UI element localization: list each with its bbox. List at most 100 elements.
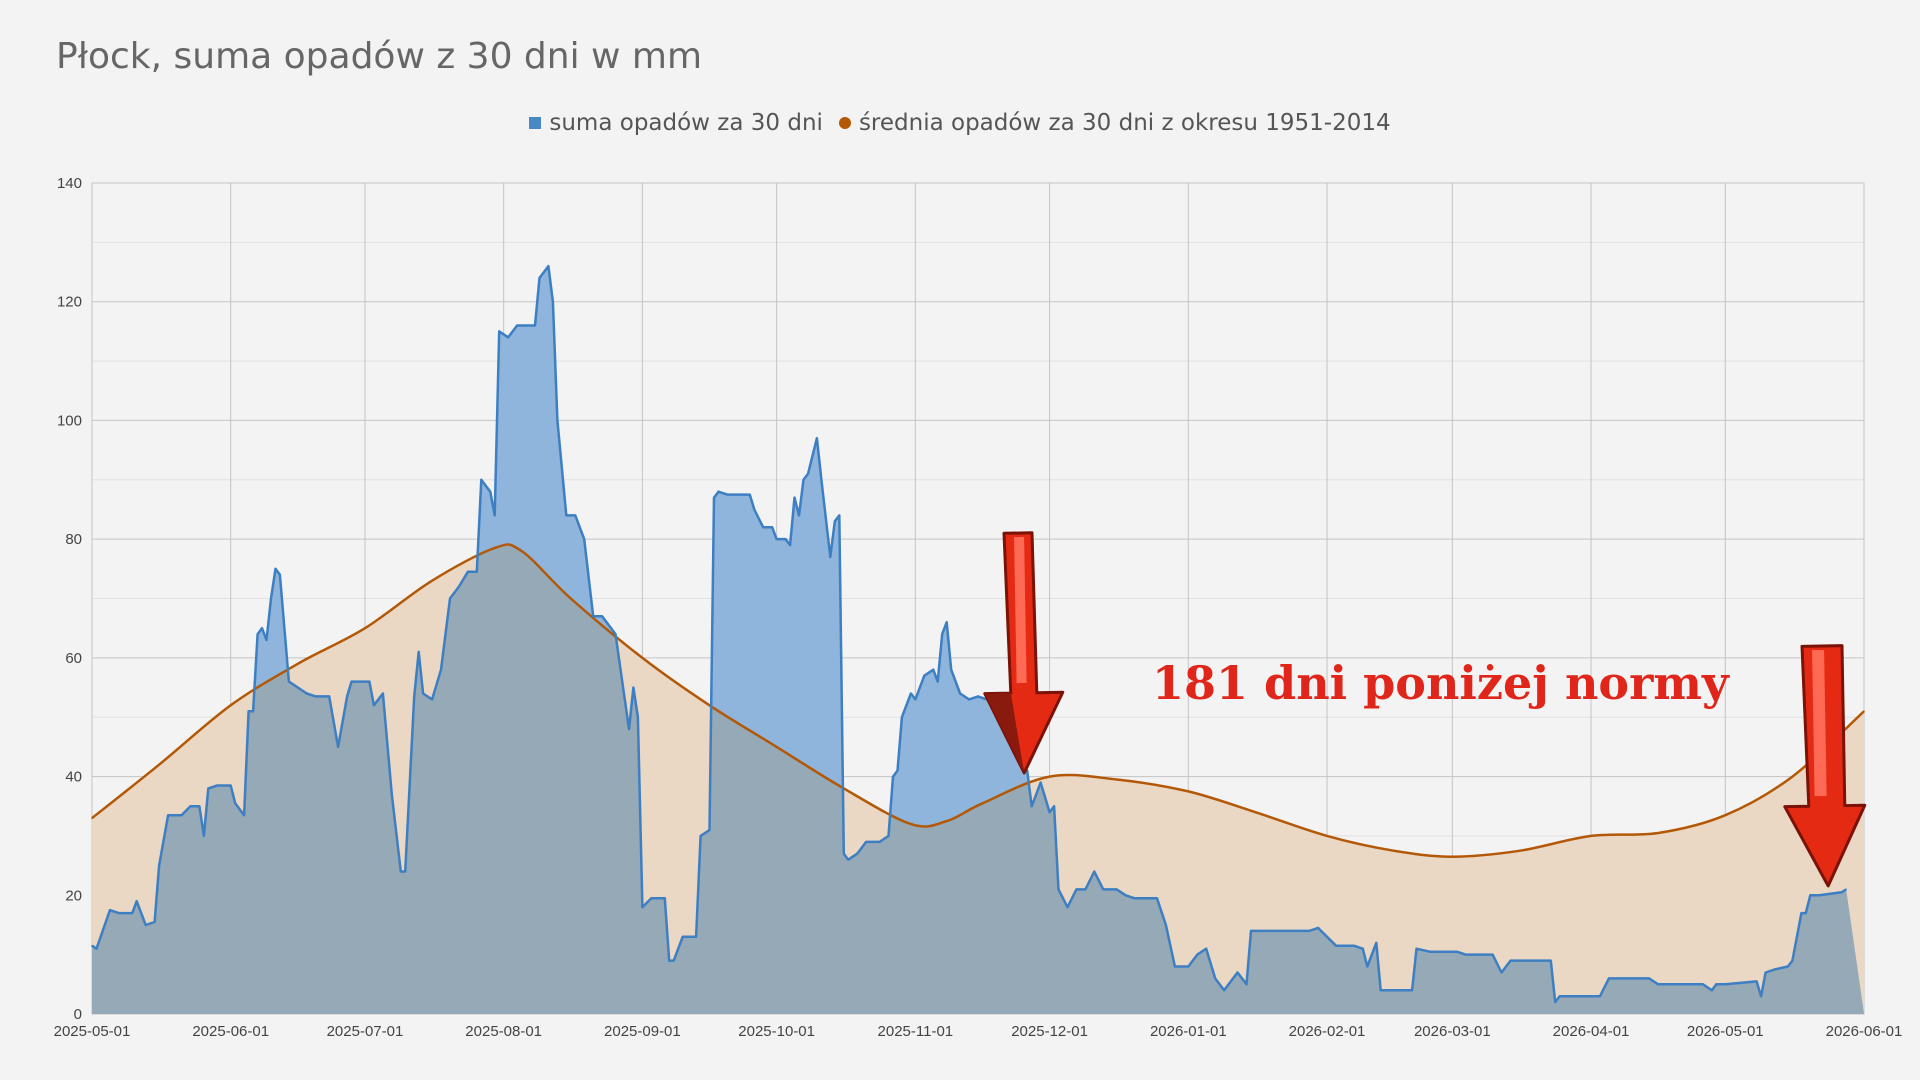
y-tick-label: 80 bbox=[65, 531, 82, 548]
average-line bbox=[91, 543, 1865, 858]
legend-label-sum: suma opadów za 30 dni bbox=[549, 110, 823, 136]
data-point bbox=[391, 793, 393, 796]
data-point bbox=[1250, 930, 1252, 932]
data-point bbox=[538, 277, 541, 279]
data-point bbox=[440, 668, 442, 671]
data-point bbox=[856, 852, 858, 855]
data-point bbox=[216, 784, 219, 787]
data-point bbox=[1724, 814, 1727, 816]
y-tick-label: 60 bbox=[65, 650, 82, 667]
x-tick-label: 2026-02-01 bbox=[1289, 1023, 1366, 1040]
x-tick-label: 2026-06-01 bbox=[1826, 1023, 1903, 1040]
data-point bbox=[1805, 912, 1807, 914]
data-point bbox=[1599, 995, 1601, 997]
data-point bbox=[458, 585, 460, 588]
data-point bbox=[1818, 894, 1821, 897]
data-point bbox=[614, 633, 617, 635]
data-point bbox=[91, 944, 93, 947]
data-point bbox=[476, 570, 478, 573]
data-point bbox=[583, 538, 586, 540]
data-point bbox=[1362, 947, 1364, 950]
data-point bbox=[1214, 977, 1216, 980]
data-point bbox=[118, 912, 120, 914]
data-point bbox=[1518, 849, 1521, 852]
data-point bbox=[368, 680, 371, 683]
data-point bbox=[574, 514, 577, 517]
data-point bbox=[109, 909, 111, 911]
data-point bbox=[901, 716, 903, 719]
data-point bbox=[1174, 965, 1176, 968]
data-point bbox=[1491, 953, 1494, 956]
data-point bbox=[1760, 995, 1762, 997]
data-point bbox=[1196, 953, 1199, 956]
x-tick-label: 2025-05-01 bbox=[54, 1023, 131, 1040]
data-point bbox=[1187, 790, 1190, 793]
data-point bbox=[1205, 947, 1208, 950]
data-point bbox=[498, 330, 501, 333]
arrow-icon-1 bbox=[983, 531, 1065, 775]
legend-item-sum[interactable]: suma opadów za 30 dni bbox=[529, 110, 823, 136]
data-point bbox=[945, 621, 948, 624]
x-axis-ticks: 2025-05-01 2025-06-01 2025-07-01 2025-08-01… bbox=[54, 1023, 1903, 1040]
x-tick-label: 2025-11-01 bbox=[878, 1023, 954, 1040]
data-point bbox=[771, 526, 773, 529]
data-point bbox=[1326, 936, 1328, 938]
data-point bbox=[726, 493, 729, 496]
data-point bbox=[525, 324, 527, 327]
data-point bbox=[350, 680, 353, 683]
data-point bbox=[1236, 971, 1239, 974]
data-point bbox=[158, 763, 160, 766]
data-point bbox=[1787, 965, 1789, 968]
data-point bbox=[820, 478, 823, 481]
data-point bbox=[207, 787, 210, 790]
data-point bbox=[198, 805, 201, 808]
data-point bbox=[1590, 835, 1592, 837]
data-point bbox=[695, 936, 697, 938]
data-point bbox=[1156, 897, 1158, 900]
data-point bbox=[431, 698, 433, 701]
data-point bbox=[1057, 888, 1060, 891]
y-axis-ticks: 0 20 40 60 80 100 120 140 bbox=[57, 175, 82, 1023]
x-tick-label: 2025-06-01 bbox=[192, 1023, 269, 1040]
data-point bbox=[256, 633, 259, 635]
data-point bbox=[229, 704, 232, 707]
data-point bbox=[158, 864, 160, 867]
data-point bbox=[753, 508, 756, 511]
data-point bbox=[699, 835, 702, 837]
data-point bbox=[279, 573, 281, 576]
data-point bbox=[1429, 950, 1431, 953]
data-point bbox=[650, 897, 653, 900]
data-point bbox=[467, 570, 469, 573]
data-point bbox=[878, 841, 881, 843]
legend: suma opadów za 30 dni średnia opadów za … bbox=[0, 110, 1920, 136]
x-tick-label: 2025-12-01 bbox=[1011, 1023, 1088, 1040]
data-point bbox=[1326, 835, 1328, 837]
data-point bbox=[1048, 775, 1051, 778]
data-point bbox=[1549, 959, 1552, 962]
data-point bbox=[775, 538, 778, 540]
average-points bbox=[91, 547, 1865, 858]
data-point bbox=[1558, 995, 1561, 997]
data-point bbox=[941, 633, 944, 635]
arrow-icon-2 bbox=[1783, 644, 1867, 888]
data-point bbox=[547, 265, 550, 267]
data-point bbox=[632, 686, 635, 689]
data-point bbox=[1702, 983, 1704, 986]
data-point bbox=[1259, 930, 1261, 932]
data-point bbox=[373, 704, 375, 707]
data-point bbox=[663, 897, 666, 900]
data-point bbox=[229, 784, 232, 787]
legend-item-average[interactable]: średnia opadów za 30 dni z okresu 1951-2… bbox=[838, 110, 1391, 136]
data-point bbox=[775, 746, 778, 748]
data-point bbox=[1809, 894, 1812, 897]
data-point bbox=[1115, 778, 1118, 781]
data-point bbox=[261, 627, 263, 629]
data-point bbox=[270, 597, 272, 600]
data-point bbox=[520, 550, 523, 552]
data-point bbox=[793, 496, 796, 499]
data-point bbox=[923, 674, 926, 677]
annotation-text: 181 dni poniżej normy bbox=[1152, 656, 1730, 710]
data-point bbox=[968, 698, 970, 701]
data-point bbox=[1464, 953, 1467, 956]
data-point bbox=[637, 716, 639, 719]
